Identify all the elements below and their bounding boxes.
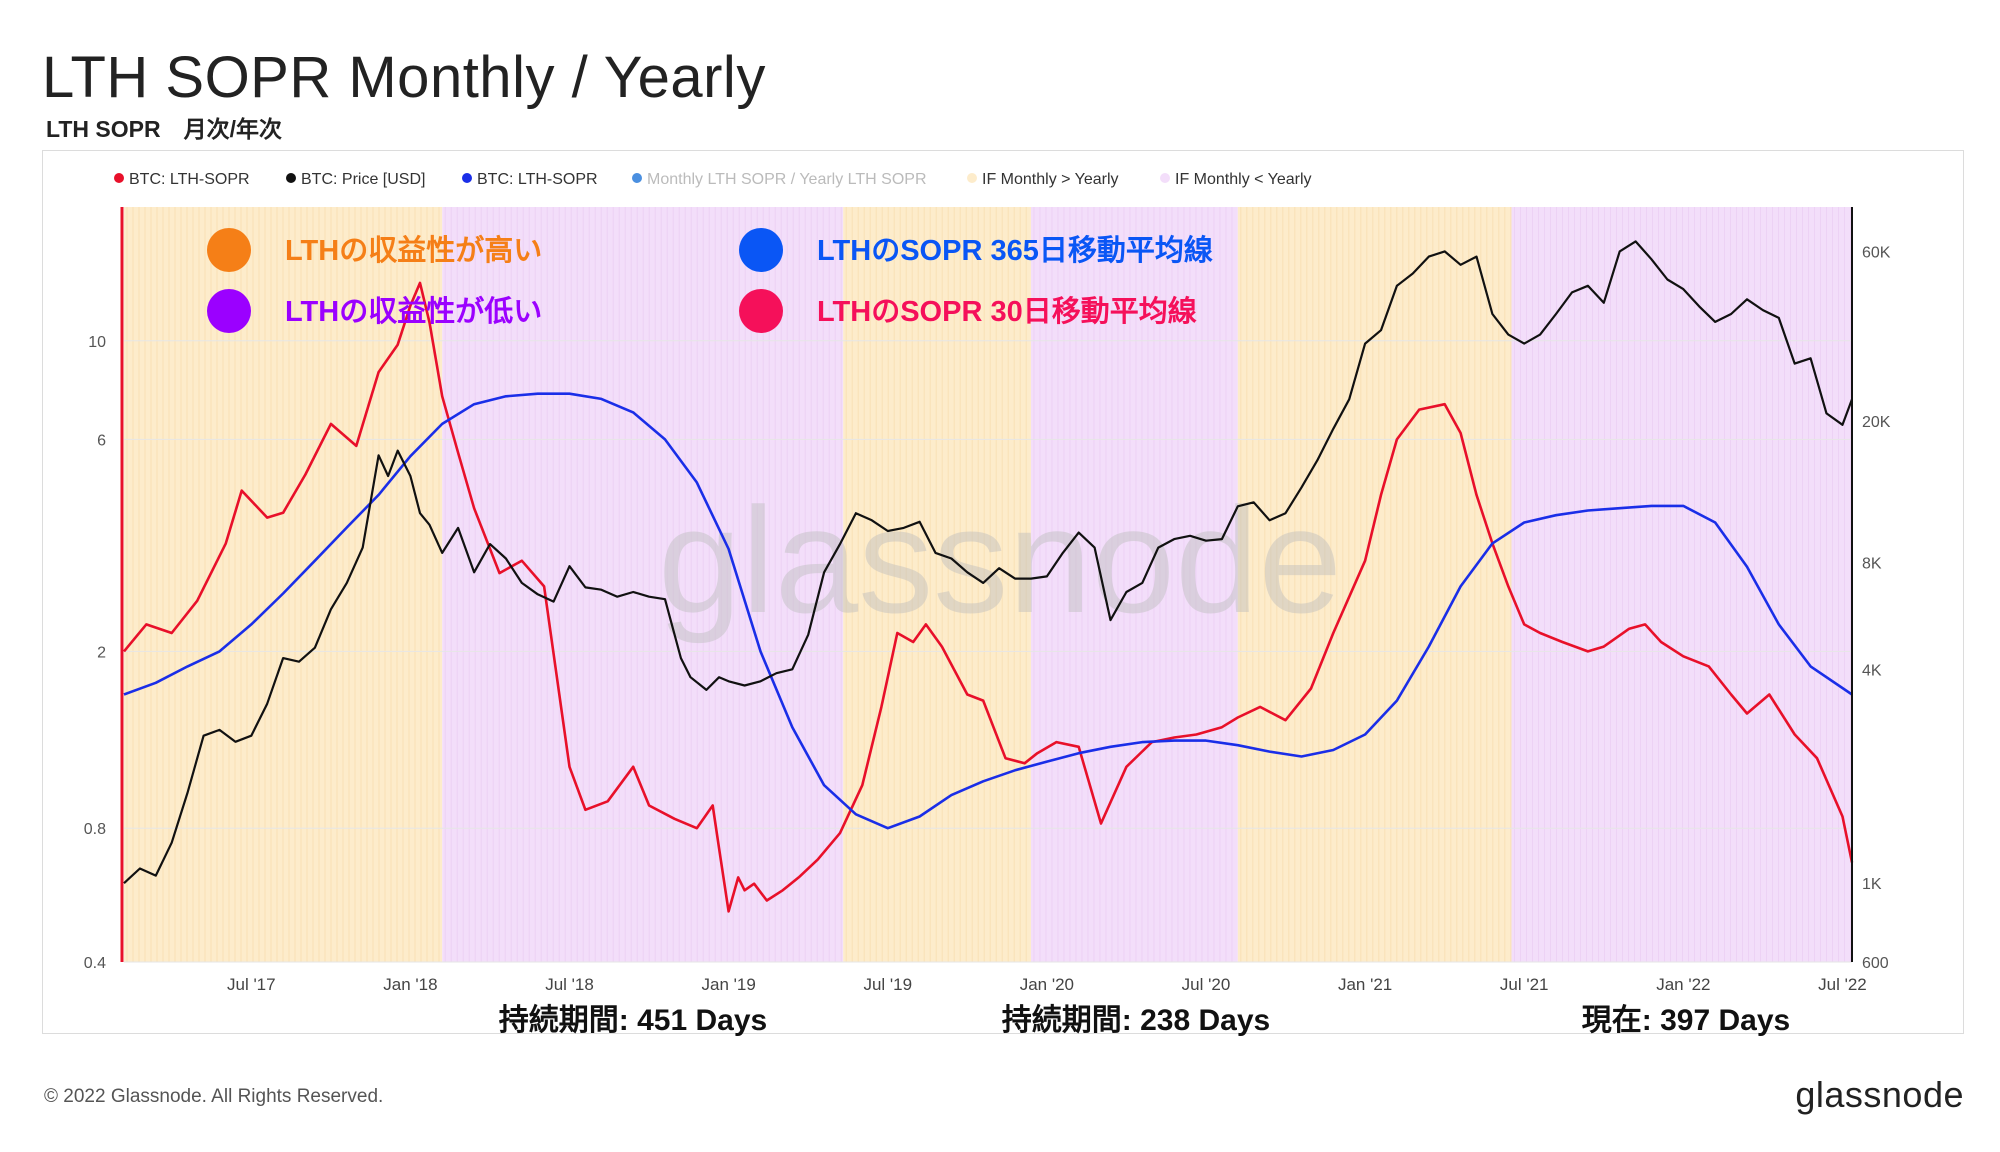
series-lines	[122, 240, 1854, 913]
legend-swatch	[462, 173, 472, 183]
lth-sopr-30d-line	[122, 281, 1854, 913]
annotations: LTHの収益性が高い LTHの収益性が低い LTHのSOPR 365日移動平均線 LT…	[207, 228, 1213, 333]
x-tick-label: Jul '17	[227, 975, 276, 994]
legend-label: IF Monthly > Yearly	[982, 171, 1119, 188]
x-tick-label: Jul '19	[863, 975, 912, 994]
duration-label: 持続期間: 238 Days	[1002, 1004, 1270, 1037]
legend-label: IF Monthly < Yearly	[1175, 171, 1312, 188]
legend-label: BTC: LTH-SOPR	[129, 171, 250, 188]
annotation-label: LTHのSOPR 30日移動平均線	[817, 294, 1197, 328]
band-monthly-gt-yearly	[843, 207, 1031, 962]
y-left-tick-label: 6	[97, 432, 106, 449]
x-tick-label: Jan '21	[1338, 975, 1392, 994]
y-left-ticks: 0.4 0.8 2 6 10	[84, 334, 106, 972]
annotation-dot	[207, 228, 251, 272]
annotation-dot	[739, 228, 783, 272]
x-tick-label: Jul '21	[1500, 975, 1549, 994]
gridlines	[124, 340, 1852, 963]
x-tick-label: Jan '22	[1656, 975, 1710, 994]
watermark: glassnode	[658, 476, 1342, 644]
band-stripes	[126, 207, 1851, 962]
lth-sopr-365d-line	[123, 392, 1853, 830]
y-right-tick-label: 1K	[1862, 876, 1882, 893]
y-right-ticks: 600 1K 4K 8K 20K 60K	[1862, 244, 1891, 972]
x-tick-label: Jul '18	[545, 975, 594, 994]
y-left-tick-label: 0.8	[84, 821, 106, 838]
legend-swatch	[1160, 173, 1170, 183]
legend-label: BTC: Price [USD]	[301, 171, 425, 188]
x-tick-label: Jan '18	[383, 975, 437, 994]
y-right-tick-label: 8K	[1862, 555, 1882, 572]
legend-swatch	[967, 173, 977, 183]
x-axis-ticks: Jul '17 Jan '18 Jul '18 Jan '19 Jul '19 Jan '…	[227, 975, 1867, 994]
band-monthly-lt-yearly	[1030, 207, 1238, 962]
duration-label: 持続期間: 451 Days	[499, 1004, 767, 1037]
x-tick-label: Jul '20	[1182, 975, 1231, 994]
y-left-tick-label: 0.4	[84, 955, 106, 972]
copyright: © 2022 Glassnode. All Rights Reserved.	[44, 1086, 384, 1107]
duration-label: 現在: 397 Days	[1582, 1004, 1790, 1037]
page-title: LTH SOPR Monthly / Yearly	[42, 45, 766, 110]
brand-logo: glassnode	[1795, 1074, 1964, 1115]
legend-label: BTC: LTH-SOPR	[477, 171, 598, 188]
legend-swatch	[632, 173, 642, 183]
y-left-tick-label: 2	[97, 644, 106, 661]
band-monthly-lt-yearly	[442, 207, 844, 962]
annotation-dot	[207, 289, 251, 333]
chart-frame	[42, 150, 1964, 1034]
y-left-tick-label: 10	[88, 334, 106, 351]
y-right-tick-label: 60K	[1862, 244, 1891, 261]
legend: BTC: LTH-SOPR BTC: Price [USD] BTC: LTH-SO…	[114, 171, 1312, 188]
legend-swatch	[286, 173, 296, 183]
annotation-label: LTHのSOPR 365日移動平均線	[817, 233, 1213, 267]
legend-swatch	[114, 173, 124, 183]
x-tick-label: Jan '20	[1020, 975, 1074, 994]
y-right-tick-label: 4K	[1862, 662, 1882, 679]
annotation-dot	[739, 289, 783, 333]
duration-labels: 持続期間: 451 Days 持続期間: 238 Days 現在: 397 Days	[499, 1004, 1790, 1037]
y-right-tick-label: 20K	[1862, 414, 1891, 431]
band-monthly-gt-yearly	[1237, 207, 1512, 962]
page-subtitle: LTH SOPR 月次/年次	[46, 116, 282, 142]
price-line	[123, 240, 1854, 885]
y-right-tick-label: 600	[1862, 955, 1889, 972]
x-tick-label: Jul '22	[1818, 975, 1867, 994]
annotation-label: LTHの収益性が高い	[285, 233, 542, 267]
legend-label: Monthly LTH SOPR / Yearly LTH SOPR	[647, 171, 927, 188]
annotation-label: LTHの収益性が低い	[285, 294, 542, 328]
x-tick-label: Jan '19	[701, 975, 755, 994]
